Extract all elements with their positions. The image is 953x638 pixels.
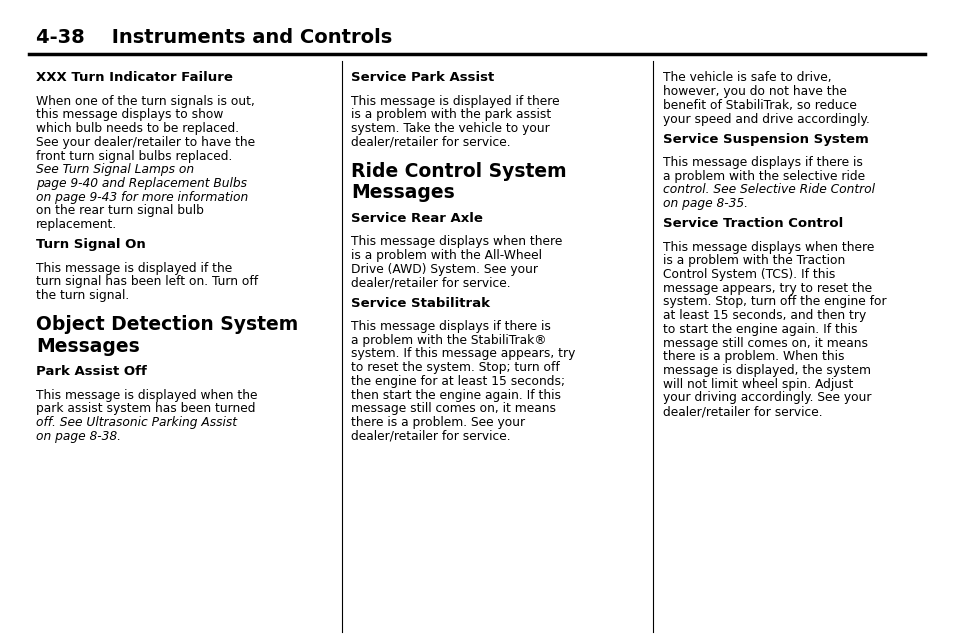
Text: Ride Control System: Ride Control System bbox=[351, 162, 566, 181]
Text: system. Stop, turn off the engine for: system. Stop, turn off the engine for bbox=[662, 295, 885, 308]
Text: Messages: Messages bbox=[36, 336, 140, 355]
Text: Control System (TCS). If this: Control System (TCS). If this bbox=[662, 268, 835, 281]
Text: This message is displayed when the: This message is displayed when the bbox=[36, 389, 257, 401]
Text: on page 9-43 for more information: on page 9-43 for more information bbox=[36, 191, 248, 204]
Text: to reset the system. Stop; turn off: to reset the system. Stop; turn off bbox=[351, 361, 559, 374]
Text: off. See Ultrasonic Parking Assist: off. See Ultrasonic Parking Assist bbox=[36, 416, 237, 429]
Text: This message displays if there is: This message displays if there is bbox=[351, 320, 551, 333]
Text: dealer/retailer for service.: dealer/retailer for service. bbox=[351, 136, 510, 149]
Text: Drive (AWD) System. See your: Drive (AWD) System. See your bbox=[351, 263, 537, 276]
Text: on page 8-38.: on page 8-38. bbox=[36, 429, 121, 443]
Text: message still comes on, it means: message still comes on, it means bbox=[351, 402, 556, 415]
Text: Service Suspension System: Service Suspension System bbox=[662, 133, 868, 145]
Text: system. Take the vehicle to your: system. Take the vehicle to your bbox=[351, 122, 549, 135]
Text: a problem with the selective ride: a problem with the selective ride bbox=[662, 170, 864, 182]
Text: on the rear turn signal bulb: on the rear turn signal bulb bbox=[36, 204, 204, 218]
Text: The vehicle is safe to drive,: The vehicle is safe to drive, bbox=[662, 71, 831, 84]
Text: See Turn Signal Lamps on: See Turn Signal Lamps on bbox=[36, 163, 194, 176]
Text: This message displays when there: This message displays when there bbox=[351, 235, 562, 248]
Text: Turn Signal On: Turn Signal On bbox=[36, 238, 146, 251]
Text: This message is displayed if there: This message is displayed if there bbox=[351, 94, 559, 108]
Text: Service Rear Axle: Service Rear Axle bbox=[351, 212, 482, 225]
Text: Messages: Messages bbox=[351, 183, 455, 202]
Text: XXX Turn Indicator Failure: XXX Turn Indicator Failure bbox=[36, 71, 233, 84]
Text: is a problem with the park assist: is a problem with the park assist bbox=[351, 108, 551, 121]
Text: which bulb needs to be replaced.: which bulb needs to be replaced. bbox=[36, 122, 239, 135]
Text: Service Park Assist: Service Park Assist bbox=[351, 71, 494, 84]
Text: Service Traction Control: Service Traction Control bbox=[662, 217, 842, 230]
Text: however, you do not have the: however, you do not have the bbox=[662, 85, 846, 98]
Text: message still comes on, it means: message still comes on, it means bbox=[662, 336, 867, 350]
Text: 4-38    Instruments and Controls: 4-38 Instruments and Controls bbox=[36, 27, 392, 47]
Text: Park Assist Off: Park Assist Off bbox=[36, 365, 147, 378]
Text: This message is displayed if the: This message is displayed if the bbox=[36, 262, 233, 274]
Text: is a problem with the Traction: is a problem with the Traction bbox=[662, 254, 844, 267]
Text: This message displays when there: This message displays when there bbox=[662, 241, 874, 253]
Text: page 9-40 and Replacement Bulbs: page 9-40 and Replacement Bulbs bbox=[36, 177, 247, 190]
Text: Object Detection System: Object Detection System bbox=[36, 315, 298, 334]
Text: this message displays to show: this message displays to show bbox=[36, 108, 223, 121]
Text: park assist system has been turned: park assist system has been turned bbox=[36, 402, 255, 415]
Text: When one of the turn signals is out,: When one of the turn signals is out, bbox=[36, 94, 254, 108]
Text: This message displays if there is: This message displays if there is bbox=[662, 156, 862, 169]
Text: your driving accordingly. See your: your driving accordingly. See your bbox=[662, 391, 871, 404]
Text: there is a problem. See your: there is a problem. See your bbox=[351, 416, 525, 429]
Text: message appears, try to reset the: message appears, try to reset the bbox=[662, 281, 871, 295]
Text: front turn signal bulbs replaced.: front turn signal bulbs replaced. bbox=[36, 149, 233, 163]
Text: dealer/retailer for service.: dealer/retailer for service. bbox=[351, 429, 510, 443]
Text: benefit of StabiliTrak, so reduce: benefit of StabiliTrak, so reduce bbox=[662, 99, 856, 112]
Text: dealer/retailer for service.: dealer/retailer for service. bbox=[662, 405, 821, 418]
Text: replacement.: replacement. bbox=[36, 218, 117, 231]
Text: will not limit wheel spin. Adjust: will not limit wheel spin. Adjust bbox=[662, 378, 853, 390]
Text: on page 8-35.: on page 8-35. bbox=[662, 197, 747, 210]
Text: Service Stabilitrak: Service Stabilitrak bbox=[351, 297, 490, 309]
Text: at least 15 seconds, and then try: at least 15 seconds, and then try bbox=[662, 309, 865, 322]
Text: then start the engine again. If this: then start the engine again. If this bbox=[351, 389, 560, 401]
Text: message is displayed, the system: message is displayed, the system bbox=[662, 364, 870, 377]
Text: turn signal has been left on. Turn off: turn signal has been left on. Turn off bbox=[36, 275, 258, 288]
Text: the engine for at least 15 seconds;: the engine for at least 15 seconds; bbox=[351, 375, 564, 388]
Text: system. If this message appears, try: system. If this message appears, try bbox=[351, 347, 575, 360]
Text: dealer/retailer for service.: dealer/retailer for service. bbox=[351, 276, 510, 290]
Text: a problem with the StabiliTrak®: a problem with the StabiliTrak® bbox=[351, 334, 546, 346]
Text: See your dealer/retailer to have the: See your dealer/retailer to have the bbox=[36, 136, 255, 149]
Text: is a problem with the All-Wheel: is a problem with the All-Wheel bbox=[351, 249, 541, 262]
Text: there is a problem. When this: there is a problem. When this bbox=[662, 350, 843, 363]
Text: your speed and drive accordingly.: your speed and drive accordingly. bbox=[662, 112, 869, 126]
Text: the turn signal.: the turn signal. bbox=[36, 289, 130, 302]
Text: control. See Selective Ride Control: control. See Selective Ride Control bbox=[662, 183, 874, 197]
Text: to start the engine again. If this: to start the engine again. If this bbox=[662, 323, 857, 336]
